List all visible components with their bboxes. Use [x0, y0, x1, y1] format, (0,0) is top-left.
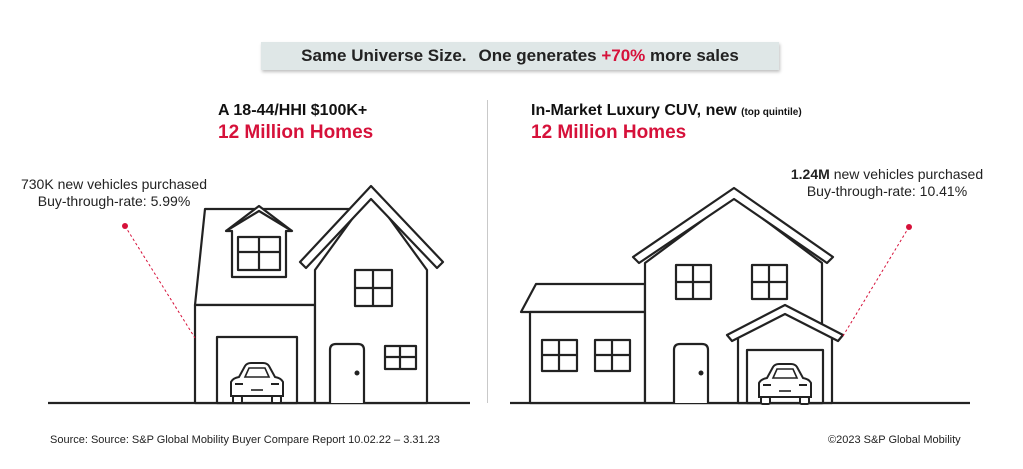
house-right-icon	[510, 188, 970, 403]
right-pointer-line	[843, 227, 909, 336]
source-note: Source: Source: S&P Global Mobility Buye…	[50, 434, 440, 446]
left-pointer-line	[125, 226, 195, 338]
copyright-note: ©2023 S&P Global Mobility	[828, 434, 961, 446]
